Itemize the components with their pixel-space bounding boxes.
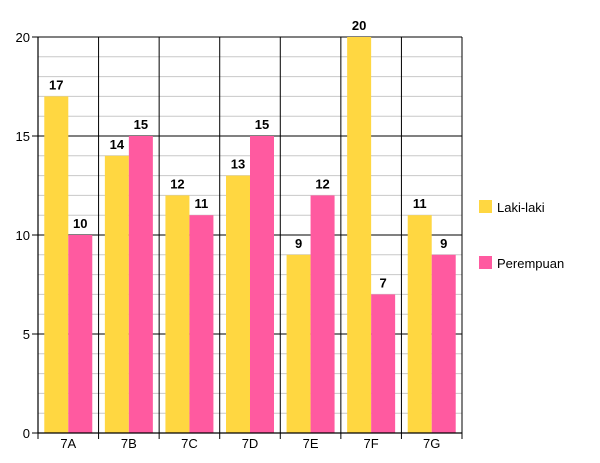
bar-laki-laki-7c bbox=[165, 195, 190, 433]
data-label: 15 bbox=[255, 117, 269, 132]
bar-laki-laki-7d bbox=[226, 175, 250, 433]
legend-swatch-laki-laki bbox=[479, 200, 492, 213]
y-tick-label: 5 bbox=[23, 327, 30, 342]
bar-perempuan-7g bbox=[431, 254, 456, 433]
data-label: 7 bbox=[380, 275, 387, 290]
y-tick-labels: 0 5 10 15 20 bbox=[16, 30, 30, 441]
bar-perempuan-7a bbox=[68, 235, 93, 433]
data-label: 13 bbox=[231, 157, 245, 172]
bars bbox=[44, 37, 456, 434]
bar-laki-laki-7f bbox=[347, 37, 372, 433]
bar-perempuan-7b bbox=[128, 136, 153, 433]
legend: Laki-laki Perempuan bbox=[479, 200, 564, 271]
bar-perempuan-7f bbox=[371, 294, 396, 433]
data-label: 9 bbox=[295, 236, 302, 251]
bar-laki-laki-7a bbox=[44, 96, 69, 434]
axes bbox=[37, 37, 462, 434]
data-label: 20 bbox=[352, 18, 366, 33]
x-tick-label: 7E bbox=[303, 436, 319, 451]
y-tick-label: 15 bbox=[16, 129, 30, 144]
bar-laki-laki-7e bbox=[286, 254, 311, 433]
y-tick-label: 10 bbox=[16, 228, 30, 243]
legend-label-perempuan: Perempuan bbox=[497, 256, 564, 271]
x-tick-label: 7B bbox=[121, 436, 137, 451]
data-label: 11 bbox=[413, 196, 427, 211]
data-labels: 17 10 14 15 12 11 13 15 9 12 20 7 11 9 bbox=[49, 18, 447, 290]
x-tick-labels: 7A 7B 7C 7D 7E 7F 7G bbox=[60, 436, 440, 451]
data-label: 15 bbox=[134, 117, 148, 132]
data-label: 10 bbox=[73, 216, 87, 231]
bar-perempuan-7e bbox=[310, 195, 335, 433]
bar-laki-laki-7b bbox=[104, 155, 129, 434]
data-label: 11 bbox=[195, 196, 209, 211]
data-label: 9 bbox=[440, 236, 447, 251]
y-tick-label: 20 bbox=[16, 30, 30, 45]
x-tick-label: 7F bbox=[364, 436, 379, 451]
bar-perempuan-7c bbox=[189, 215, 214, 433]
data-label: 17 bbox=[49, 77, 63, 92]
data-label: 12 bbox=[315, 176, 329, 191]
bar-perempuan-7d bbox=[250, 136, 274, 433]
x-tick-label: 7G bbox=[423, 436, 440, 451]
x-tick-label: 7C bbox=[181, 436, 198, 451]
legend-label-laki-laki: Laki-laki bbox=[497, 200, 545, 215]
bar-laki-laki-7g bbox=[407, 215, 432, 433]
legend-swatch-perempuan bbox=[479, 256, 492, 269]
data-label: 12 bbox=[170, 176, 184, 191]
x-tick-label: 7A bbox=[60, 436, 76, 451]
x-tick-label: 7D bbox=[242, 436, 259, 451]
y-tick-label: 0 bbox=[23, 426, 30, 441]
data-label: 14 bbox=[110, 137, 125, 152]
